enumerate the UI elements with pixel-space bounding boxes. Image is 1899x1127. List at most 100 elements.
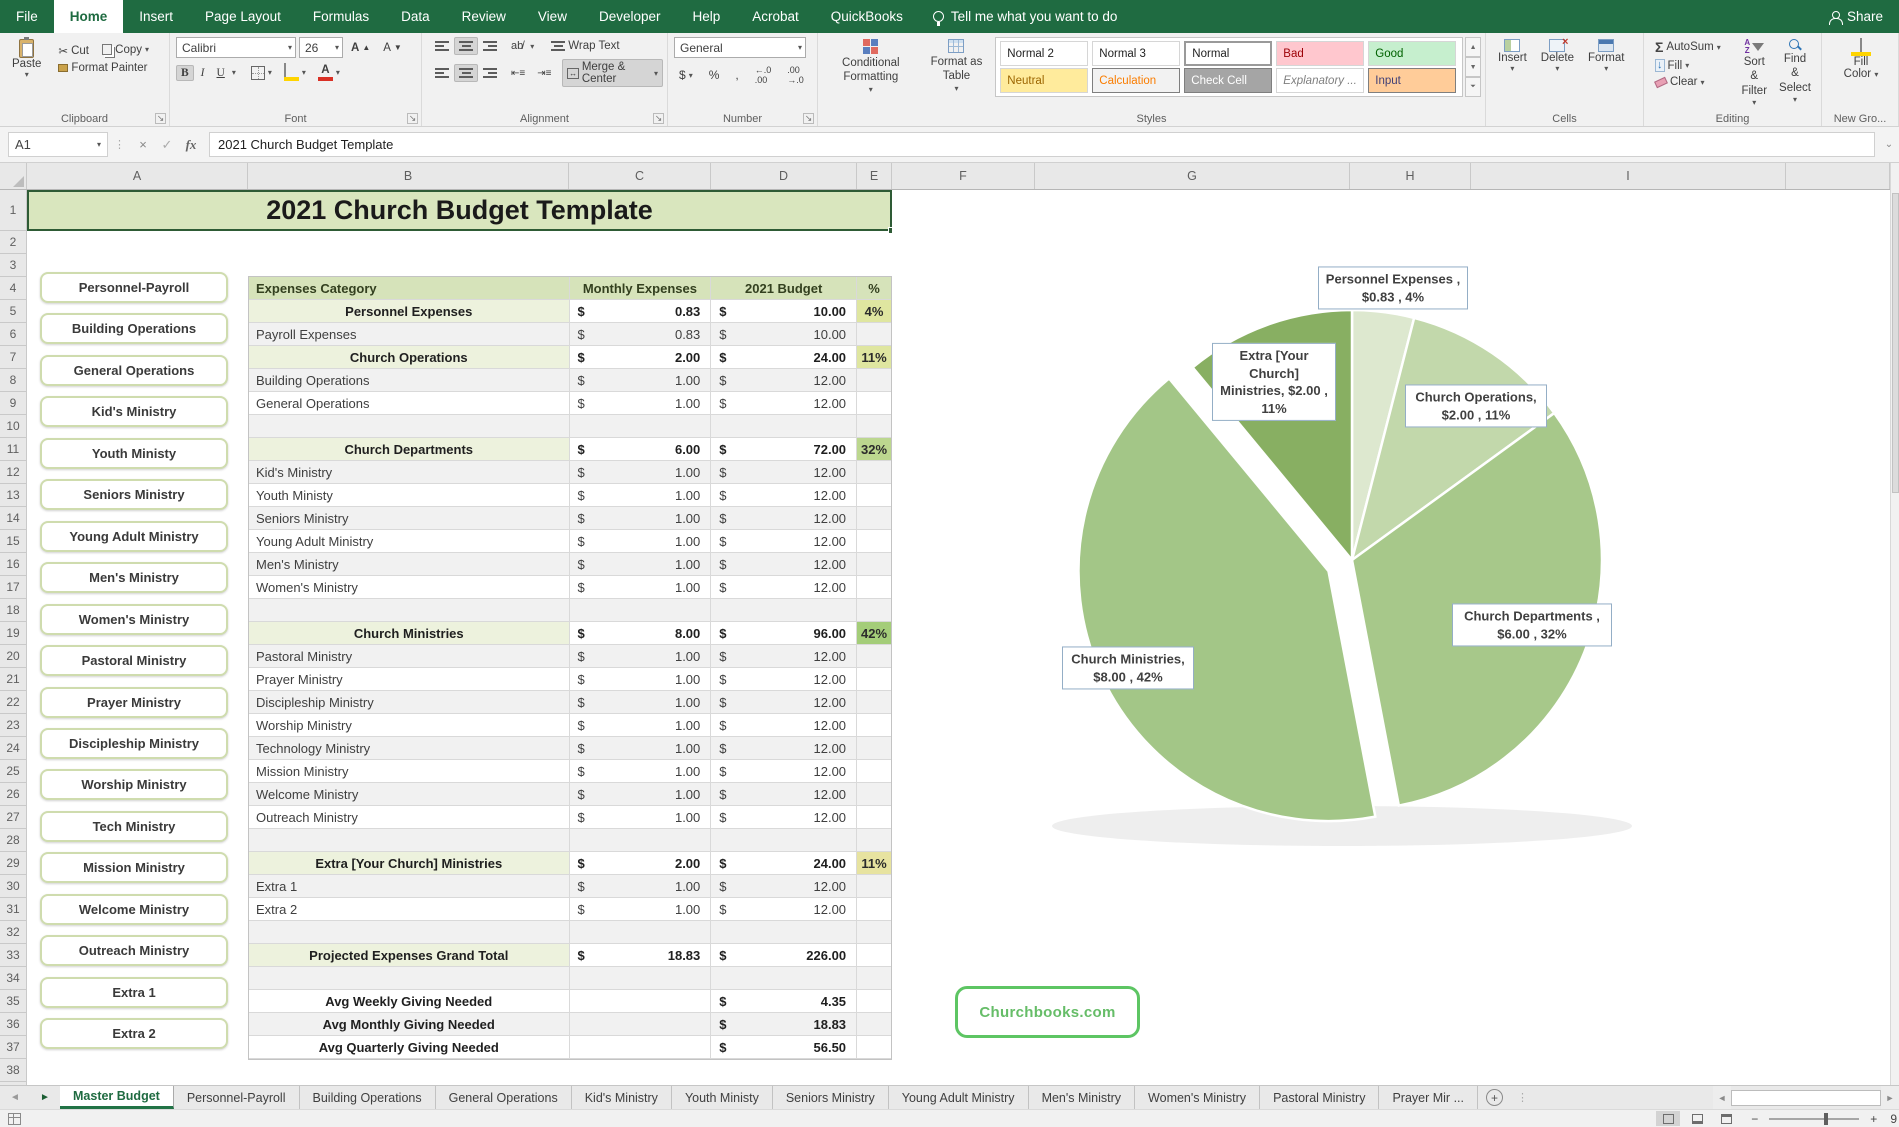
sheet-tab-young-adult-ministry[interactable]: Young Adult Ministry xyxy=(889,1086,1029,1109)
font-size-combo[interactable]: 26▾ xyxy=(299,37,343,58)
table-header-expenses-category[interactable]: Expenses Category xyxy=(249,277,570,300)
row-header-34[interactable]: 34 xyxy=(0,967,26,990)
cell-budget[interactable]: $72.00 xyxy=(711,438,857,461)
cell-label[interactable]: Worship Ministry xyxy=(249,714,570,737)
underline-button[interactable]: U xyxy=(212,65,230,81)
clipboard-dialog-launcher[interactable]: ↘ xyxy=(155,113,166,124)
row-header-16[interactable]: 16 xyxy=(0,553,26,576)
nav-button-extra-2[interactable]: Extra 2 xyxy=(40,1018,228,1049)
bottom-align-button[interactable] xyxy=(480,37,504,55)
alignment-dialog-launcher[interactable]: ↘ xyxy=(653,113,664,124)
nav-button-personnel-payroll[interactable]: Personnel-Payroll xyxy=(40,272,228,303)
row-header-18[interactable]: 18 xyxy=(0,599,26,622)
cell-label[interactable]: Extra 2 xyxy=(249,898,570,921)
row-header-35[interactable]: 35 xyxy=(0,990,26,1013)
formula-input[interactable]: 2021 Church Budget Template xyxy=(209,132,1875,157)
cell-monthly[interactable]: $1.00 xyxy=(570,530,712,553)
style-check-cell[interactable]: Check Cell xyxy=(1184,68,1272,93)
increase-decimal-button[interactable]: ←.0.00 xyxy=(750,63,777,87)
cell-monthly[interactable]: $1.00 xyxy=(570,392,712,415)
cell-monthly[interactable]: $18.83 xyxy=(570,944,712,967)
title-cell-a1[interactable]: 2021 Church Budget Template xyxy=(27,190,892,231)
cell-percent[interactable] xyxy=(857,599,891,622)
ribbon-tab-help[interactable]: Help xyxy=(677,0,737,33)
row-header-4[interactable]: 4 xyxy=(0,277,26,300)
row-header-28[interactable]: 28 xyxy=(0,829,26,852)
nav-button-building-operations[interactable]: Building Operations xyxy=(40,313,228,344)
status-sheet-icon[interactable] xyxy=(8,1113,21,1125)
cell-percent[interactable] xyxy=(857,714,891,737)
cell-percent[interactable] xyxy=(857,898,891,921)
sheet-tab-prayer-mir[interactable]: Prayer Mir ... xyxy=(1379,1086,1478,1109)
cut-button[interactable]: ✂ Cut xyxy=(53,42,94,60)
column-header-d[interactable]: D xyxy=(711,163,857,189)
row-header-36[interactable]: 36 xyxy=(0,1013,26,1036)
row-header-2[interactable]: 2 xyxy=(0,231,26,254)
nav-button-women-s-ministry[interactable]: Women's Ministry xyxy=(40,604,228,635)
cancel-icon[interactable]: × xyxy=(131,137,155,152)
clear-button[interactable]: Clear ▾ xyxy=(1650,74,1710,90)
conditional-formatting-button[interactable]: Conditional Formatting▾ xyxy=(824,37,918,96)
insert-cells-button[interactable]: Insert▾ xyxy=(1492,37,1533,110)
cell-monthly[interactable]: $6.00 xyxy=(570,438,712,461)
share-button[interactable]: Share xyxy=(1829,0,1899,33)
sheet-tab-building-operations[interactable]: Building Operations xyxy=(300,1086,436,1109)
cell-percent[interactable] xyxy=(857,783,891,806)
sheet-canvas[interactable]: 2021 Church Budget Template Personnel-Pa… xyxy=(27,190,1890,1085)
sheet-tab-personnel-payroll[interactable]: Personnel-Payroll xyxy=(174,1086,300,1109)
cell-label[interactable]: Discipleship Ministry xyxy=(249,691,570,714)
cell-label[interactable] xyxy=(249,415,570,438)
cell-label[interactable]: Mission Ministry xyxy=(249,760,570,783)
column-header-a[interactable]: A xyxy=(27,163,248,189)
cell-budget[interactable]: $12.00 xyxy=(711,461,857,484)
cell-label[interactable] xyxy=(249,599,570,622)
style-normal-3[interactable]: Normal 3 xyxy=(1092,41,1180,66)
cell-label[interactable]: Men's Ministry xyxy=(249,553,570,576)
cell-percent[interactable] xyxy=(857,921,891,944)
cell-budget[interactable]: $12.00 xyxy=(711,576,857,599)
ribbon-tab-insert[interactable]: Insert xyxy=(123,0,189,33)
cell-monthly[interactable]: $1.00 xyxy=(570,806,712,829)
cell-label[interactable]: Young Adult Ministry xyxy=(249,530,570,553)
zoom-slider[interactable] xyxy=(1769,1118,1859,1120)
cell-percent[interactable] xyxy=(857,944,891,967)
column-header-b[interactable]: B xyxy=(248,163,569,189)
cell-monthly[interactable] xyxy=(570,990,712,1013)
cell-budget[interactable]: $12.00 xyxy=(711,898,857,921)
cell-budget[interactable]: $12.00 xyxy=(711,530,857,553)
cell-percent[interactable] xyxy=(857,323,891,346)
cell-budget[interactable]: $12.00 xyxy=(711,875,857,898)
cell-percent[interactable] xyxy=(857,967,891,990)
accounting-format-button[interactable]: $ ▾ xyxy=(674,66,698,84)
style-neutral[interactable]: Neutral xyxy=(1000,68,1088,93)
ribbon-tab-developer[interactable]: Developer xyxy=(583,0,677,33)
cell-monthly[interactable] xyxy=(570,829,712,852)
nav-button-worship-ministry[interactable]: Worship Ministry xyxy=(40,769,228,800)
cell-label[interactable]: Avg Monthly Giving Needed xyxy=(249,1013,570,1036)
row-header-10[interactable]: 10 xyxy=(0,415,26,438)
format-painter-button[interactable]: Format Painter xyxy=(53,60,152,76)
cell-label[interactable]: Prayer Ministry xyxy=(249,668,570,691)
hscroll-thumb[interactable] xyxy=(1731,1090,1881,1106)
cell-percent[interactable] xyxy=(857,806,891,829)
table-header-[interactable]: % xyxy=(857,277,891,300)
sheet-tab-youth-ministy[interactable]: Youth Ministy xyxy=(672,1086,773,1109)
cell-budget[interactable]: $12.00 xyxy=(711,737,857,760)
borders-button[interactable]: ▾ xyxy=(246,64,277,82)
row-header-33[interactable]: 33 xyxy=(0,944,26,967)
pie-label-church-operations[interactable]: Church Operations, $2.00 , 11% xyxy=(1405,384,1547,427)
cell-monthly[interactable]: $1.00 xyxy=(570,576,712,599)
row-header-38[interactable]: 38 xyxy=(0,1059,26,1082)
cell-percent[interactable] xyxy=(857,507,891,530)
cell-label[interactable]: Extra [Your Church] Ministries xyxy=(249,852,570,875)
cell-budget[interactable]: $12.00 xyxy=(711,484,857,507)
sheet-nav-right-icon[interactable]: ► xyxy=(30,1086,60,1109)
ribbon-tab-file[interactable]: File xyxy=(0,0,54,33)
find-select-button[interactable]: Find & Select▾ xyxy=(1773,37,1817,110)
cell-label[interactable]: Kid's Ministry xyxy=(249,461,570,484)
cell-label[interactable] xyxy=(249,921,570,944)
pie-label-church-departments[interactable]: Church Departments , $6.00 , 32% xyxy=(1452,603,1612,646)
column-header-c[interactable]: C xyxy=(569,163,711,189)
cell-percent[interactable] xyxy=(857,691,891,714)
row-header-19[interactable]: 19 xyxy=(0,622,26,645)
